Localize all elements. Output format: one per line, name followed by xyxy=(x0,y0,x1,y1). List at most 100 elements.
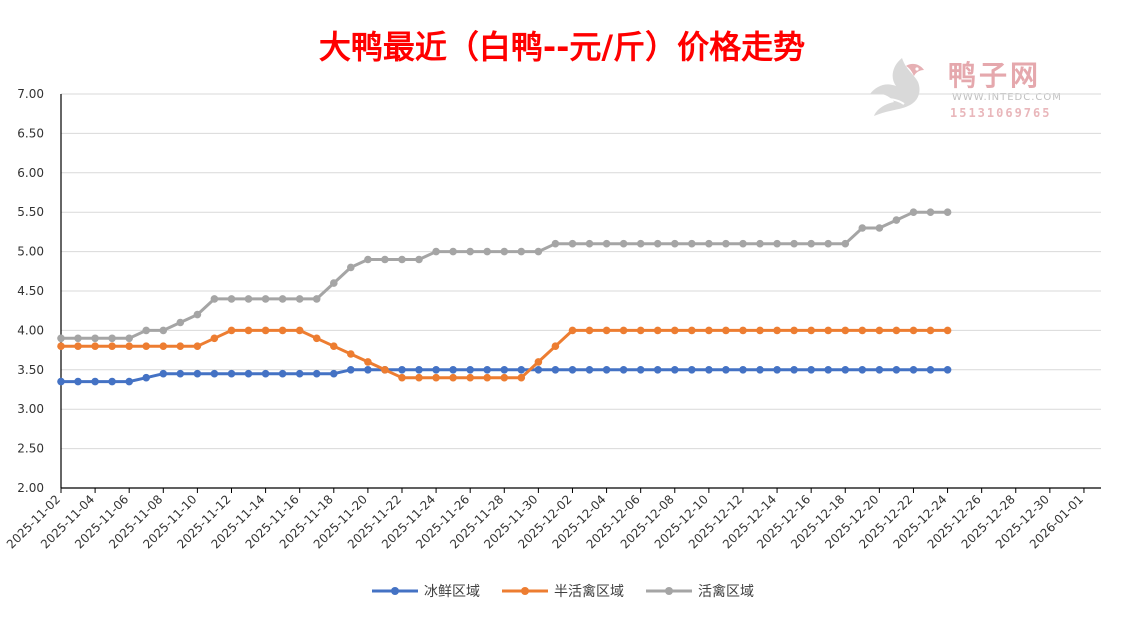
duck-logo-icon xyxy=(870,58,924,116)
data-point xyxy=(398,255,406,264)
data-point xyxy=(688,366,696,374)
y-tick-label: 5.50 xyxy=(17,205,44,219)
data-point xyxy=(551,239,560,248)
data-point xyxy=(364,358,372,366)
y-tick-label: 3.50 xyxy=(17,363,44,377)
data-point xyxy=(159,369,168,378)
data-point xyxy=(568,326,577,335)
data-point xyxy=(398,373,406,382)
data-point xyxy=(773,366,781,374)
data-point xyxy=(125,377,133,386)
data-point xyxy=(722,366,730,374)
axes xyxy=(60,94,1101,493)
data-point xyxy=(909,208,918,216)
data-point xyxy=(756,366,764,374)
data-point xyxy=(773,326,781,335)
data-point xyxy=(312,334,321,343)
legend-swatch-icon xyxy=(502,587,548,595)
data-point xyxy=(909,366,918,374)
data-point xyxy=(261,295,270,303)
data-point xyxy=(602,239,611,248)
legend-swatch-icon xyxy=(372,587,418,595)
data-point xyxy=(466,247,475,256)
data-point xyxy=(892,216,901,224)
data-point xyxy=(108,342,116,351)
data-point xyxy=(176,342,185,351)
data-point xyxy=(653,239,662,248)
data-point xyxy=(619,326,628,335)
data-point xyxy=(330,369,338,378)
data-point xyxy=(534,358,543,366)
data-point xyxy=(483,366,492,374)
data-point xyxy=(295,295,304,303)
legend: 冰鲜区域 半活禽区域 活禽区域 xyxy=(0,581,1124,601)
data-point xyxy=(415,373,423,382)
data-point xyxy=(159,326,168,335)
series-3 xyxy=(57,208,952,343)
legend-label: 冰鲜区域 xyxy=(424,584,480,600)
data-point xyxy=(926,208,935,216)
data-point xyxy=(534,247,543,256)
legend-item: 活禽区域 xyxy=(644,581,754,601)
data-point xyxy=(926,366,935,374)
data-point xyxy=(261,369,270,378)
data-point xyxy=(312,369,321,378)
data-point xyxy=(193,342,202,351)
watermark-name: 鸭子网 xyxy=(948,59,1042,92)
data-point xyxy=(108,377,116,386)
data-point xyxy=(671,366,679,374)
data-point xyxy=(790,239,798,248)
data-point xyxy=(892,366,901,374)
data-point xyxy=(227,326,236,335)
data-point xyxy=(824,326,832,335)
data-point xyxy=(108,334,116,343)
data-point xyxy=(278,295,287,303)
data-point xyxy=(74,377,82,386)
data-point xyxy=(176,318,185,327)
data-point xyxy=(210,369,219,378)
data-point xyxy=(415,255,423,264)
data-point xyxy=(449,366,457,374)
data-point xyxy=(943,366,952,374)
data-point xyxy=(705,366,713,374)
legend-swatch-icon xyxy=(646,587,692,595)
data-point xyxy=(244,295,253,303)
data-point xyxy=(210,295,219,303)
series-line xyxy=(61,210,948,340)
data-point xyxy=(722,326,730,335)
data-point xyxy=(619,366,628,374)
data-point xyxy=(483,373,492,382)
data-point xyxy=(807,326,815,335)
data-point xyxy=(432,247,440,256)
data-point xyxy=(722,239,730,248)
data-point xyxy=(892,326,901,335)
data-point xyxy=(483,247,492,256)
data-point xyxy=(824,366,832,374)
data-point xyxy=(364,366,372,374)
data-point xyxy=(466,366,475,374)
data-point xyxy=(636,366,645,374)
data-point xyxy=(227,295,236,303)
data-point xyxy=(125,334,133,343)
data-point xyxy=(636,326,645,335)
data-point xyxy=(858,224,867,232)
data-point xyxy=(381,255,389,264)
chart-title: 大鸭最近（白鸭--元/斤）价格走势 xyxy=(318,28,806,66)
y-tick-label: 6.50 xyxy=(17,126,44,140)
data-point xyxy=(261,326,270,335)
data-point xyxy=(858,366,867,374)
data-point xyxy=(841,239,850,248)
data-point xyxy=(841,326,850,335)
data-point xyxy=(585,326,594,335)
data-point xyxy=(671,326,679,335)
legend-item: 半活禽区域 xyxy=(500,581,624,601)
data-point xyxy=(364,255,372,264)
data-point xyxy=(193,310,202,319)
data-point xyxy=(244,326,253,335)
data-point xyxy=(943,208,952,216)
data-point xyxy=(756,326,764,335)
data-point xyxy=(176,369,185,378)
data-point xyxy=(381,366,389,374)
watermark: 鸭子网 WWW.INTEDC.COM 15131069765 xyxy=(862,52,1092,124)
data-point xyxy=(517,366,526,374)
